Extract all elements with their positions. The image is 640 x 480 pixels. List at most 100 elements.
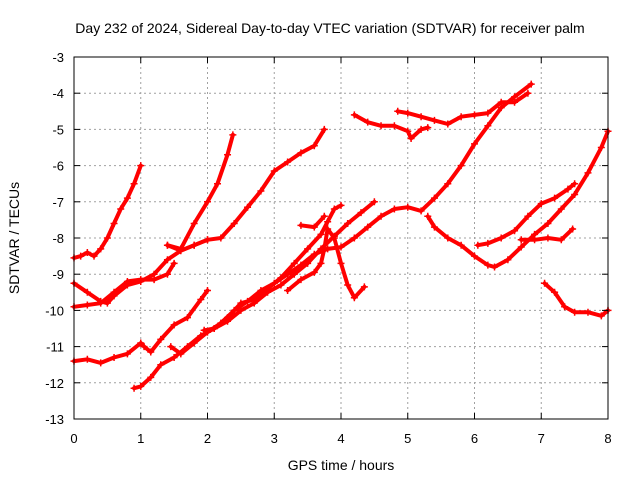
data-point-marker [304, 245, 312, 253]
series-trace-4 [72, 237, 210, 306]
data-point-marker [541, 279, 549, 287]
data-point-marker [190, 220, 198, 228]
data-point-marker [457, 113, 465, 121]
data-point-marker [270, 167, 278, 175]
data-point-marker [147, 373, 155, 381]
data-point-marker [163, 270, 171, 278]
data-point-marker [457, 162, 465, 170]
data-point-marker [377, 122, 385, 130]
data-point-marker [284, 158, 292, 166]
data-point-marker [163, 241, 171, 249]
x-tick-label: 7 [538, 431, 545, 446]
data-point-marker [370, 198, 378, 206]
data-point-marker [224, 314, 232, 322]
y-tick-label: -5 [52, 122, 64, 137]
data-point-marker [190, 241, 198, 249]
data-point-marker [324, 218, 332, 226]
data-point-marker [484, 261, 492, 269]
data-point-marker [97, 245, 105, 253]
data-point-marker [97, 359, 105, 367]
data-point-marker [83, 301, 91, 309]
x-tick-label: 1 [137, 431, 144, 446]
data-point-marker [350, 294, 358, 302]
data-point-marker [310, 223, 318, 231]
data-point-marker [584, 308, 592, 316]
data-point-marker [90, 252, 98, 260]
data-point-marker [330, 234, 338, 242]
data-point-marker [544, 220, 552, 228]
x-tick-label: 5 [404, 431, 411, 446]
data-point-marker [537, 200, 545, 208]
data-point-marker [310, 250, 318, 258]
data-point-marker [471, 252, 478, 260]
data-point-marker [484, 109, 492, 117]
series-trace-2 [165, 132, 235, 251]
data-traces [70, 80, 612, 392]
x-tick-label: 4 [337, 431, 344, 446]
chart-title: Day 232 of 2024, Sidereal Day-to-day VTE… [75, 20, 584, 36]
data-point-marker [430, 194, 438, 202]
series-trace-15 [475, 181, 577, 248]
data-point-marker [137, 339, 145, 347]
data-point-marker [430, 116, 438, 124]
data-point-marker [474, 241, 482, 249]
data-point-marker [444, 120, 452, 128]
data-point-marker [497, 98, 505, 106]
data-point-marker [123, 194, 131, 202]
y-tick-label: -10 [45, 303, 64, 318]
series-trace-9 [202, 203, 343, 333]
series-trace-17 [542, 281, 610, 318]
data-point-marker [190, 339, 198, 347]
data-point-marker [290, 259, 298, 267]
data-point-marker [310, 268, 318, 276]
x-tick-label: 8 [604, 431, 611, 446]
data-point-marker [210, 325, 218, 332]
data-point-marker [524, 89, 532, 97]
data-point-marker [110, 288, 118, 296]
data-point-marker [130, 384, 138, 392]
data-point-marker [140, 343, 148, 351]
data-point-marker [183, 314, 191, 322]
data-point-marker [320, 212, 328, 220]
data-point-marker [83, 248, 91, 256]
data-point-marker [229, 131, 237, 139]
data-point-marker [390, 122, 398, 130]
data-point-marker [390, 205, 398, 213]
data-point-marker [557, 205, 565, 213]
data-point-marker [320, 125, 328, 133]
data-point-marker [551, 194, 559, 202]
data-point-marker [407, 134, 415, 142]
data-point-marker [517, 243, 525, 251]
data-point-marker [320, 245, 328, 253]
data-point-marker [350, 111, 358, 119]
data-point-marker [531, 236, 539, 244]
data-point-marker [237, 299, 245, 307]
data-point-marker [377, 212, 385, 220]
data-point-marker [357, 209, 365, 217]
data-point-marker [417, 125, 425, 133]
data-point-marker [137, 162, 145, 170]
data-point-marker [511, 98, 519, 106]
data-point-marker [491, 263, 499, 271]
data-point-marker [137, 276, 145, 284]
data-point-marker [571, 180, 579, 188]
data-point-marker [214, 180, 222, 188]
data-point-marker [163, 256, 171, 264]
data-point-marker [484, 239, 492, 247]
data-point-marker [204, 286, 211, 294]
data-point-marker [157, 335, 165, 343]
data-point-marker [337, 259, 345, 267]
data-point-marker [130, 180, 138, 188]
x-tick-label: 0 [70, 431, 77, 446]
series-trace-12 [352, 112, 430, 141]
y-tick-label: -12 [45, 376, 64, 391]
data-point-marker [264, 285, 272, 293]
data-point-marker [364, 118, 372, 126]
data-point-marker [561, 303, 569, 311]
series-trace-13 [395, 91, 530, 126]
data-point-marker [177, 247, 185, 255]
data-point-marker [170, 353, 178, 361]
data-point-marker [527, 80, 535, 88]
axis-ticks [73, 56, 609, 420]
data-point-marker [230, 220, 238, 228]
